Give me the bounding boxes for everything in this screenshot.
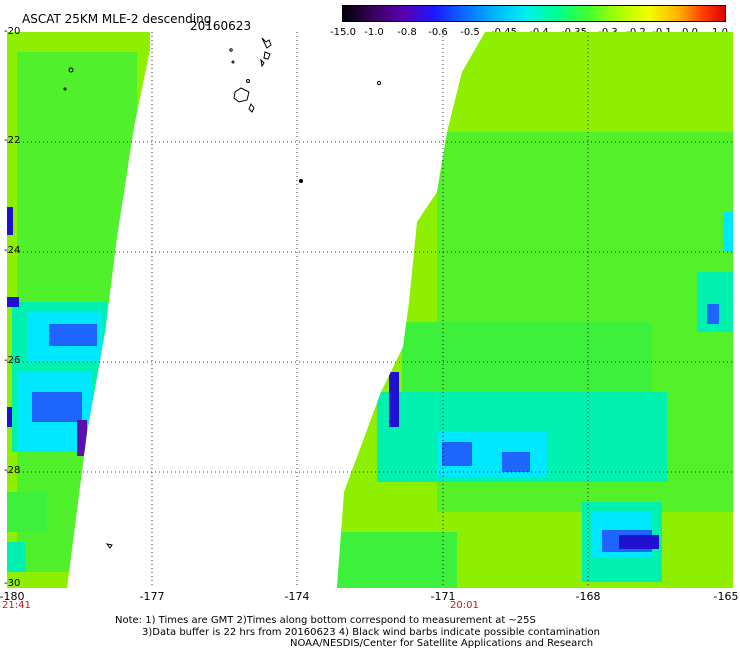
swath-blue-patch: [707, 304, 719, 324]
swath-blue-patch: [502, 452, 530, 472]
lat-label: -30: [4, 578, 21, 589]
lat-label: -28: [4, 465, 21, 476]
lon-label: -174: [284, 590, 310, 603]
lon-label: -168: [575, 590, 601, 603]
colorbar-tick: -0.5: [460, 27, 480, 38]
note-line-2: 3)Data buffer is 22 hrs from 20160623 4)…: [142, 627, 600, 638]
map-grid: [7, 32, 733, 588]
time-label: 21:41: [2, 600, 31, 611]
map-date: 20160623: [190, 19, 252, 33]
swath-teal-patch: [7, 542, 25, 572]
colorbar-tick: -1.0: [364, 27, 384, 38]
swath-navy-patch: [7, 207, 13, 235]
note-line-3: NOAA/NESDIS/Center for Satellite Applica…: [290, 638, 594, 649]
lat-label: -24: [4, 245, 21, 256]
lon-label: -165: [713, 590, 739, 603]
swath-navy-patch: [619, 535, 659, 549]
lat-label: -20: [4, 26, 21, 37]
swath-navy-patch: [7, 407, 12, 427]
coastlines: [63, 37, 382, 549]
lat-label: -26: [4, 355, 21, 366]
time-label: 20:01: [450, 600, 479, 611]
colorbar-tick: -0.8: [397, 27, 417, 38]
swath-navy-patch: [389, 372, 399, 427]
left-swath: [7, 32, 150, 588]
swath-green-patch: [337, 532, 457, 588]
swath-green-patch: [7, 492, 47, 532]
swath-blue-patch: [32, 392, 82, 422]
lon-label: -180: [0, 590, 25, 603]
colorbar: [342, 5, 726, 22]
lat-label: -22: [4, 135, 21, 146]
lon-label: -177: [139, 590, 165, 603]
right-swath: [337, 32, 733, 588]
swath-navy-patch: [7, 297, 19, 307]
swath-cyan-patch: [723, 212, 733, 252]
colorbar-tick: -0.6: [428, 27, 448, 38]
swath-blue-patch: [49, 324, 97, 346]
map-panel: [7, 32, 733, 588]
map-title: ASCAT 25KM MLE-2 descending: [22, 12, 212, 26]
swath-purple-patch: [77, 420, 87, 456]
swath-blue-patch: [442, 442, 472, 466]
colorbar-tick: -15.0: [330, 27, 356, 38]
note-line-1: Note: 1) Times are GMT 2)Times along bot…: [115, 615, 536, 626]
lon-label: -171: [430, 590, 456, 603]
